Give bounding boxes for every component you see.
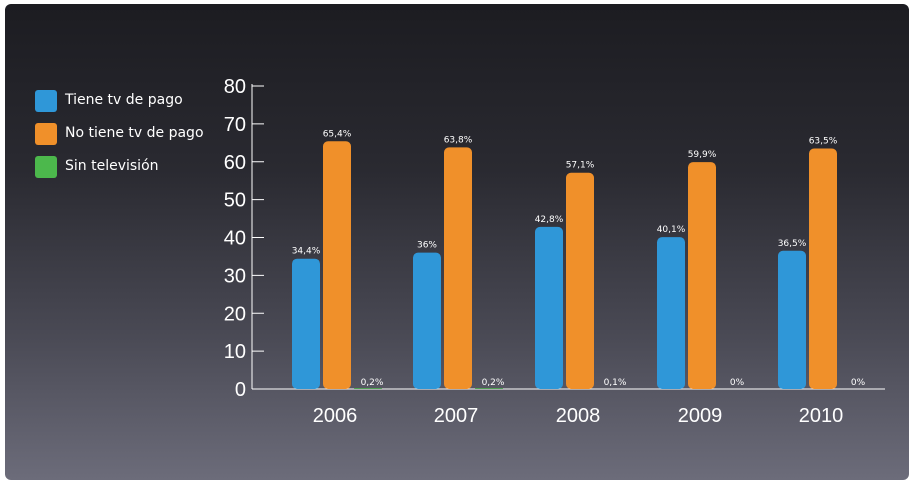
legend-swatch-no-tiene	[35, 123, 57, 145]
data-label: 0%	[730, 378, 745, 388]
y-tick-label: 40	[224, 228, 246, 250]
x-category-label: 2008	[556, 405, 601, 427]
y-tick-label: 80	[224, 76, 246, 98]
bar-no-tiene	[566, 172, 594, 389]
data-label: 65,4%	[323, 129, 352, 139]
x-category-label: 2009	[678, 405, 723, 427]
data-label: 40,1%	[657, 225, 686, 235]
data-label: 0,2%	[361, 378, 384, 388]
y-tick-label: 50	[224, 190, 246, 212]
y-tick-label: 30	[224, 265, 246, 287]
legend-label-tiene: Tiene tv de pago	[65, 92, 183, 108]
legend-swatch-sin-tv	[35, 156, 57, 178]
bar-tiene	[292, 258, 320, 389]
bar-no-tiene	[688, 162, 716, 389]
bar-sin-tv	[475, 388, 503, 389]
data-label: 0,2%	[482, 378, 505, 388]
bar-no-tiene	[323, 141, 351, 389]
data-label: 0,1%	[604, 378, 627, 388]
legend-swatch-tiene	[35, 90, 57, 112]
data-label: 63,5%	[809, 136, 838, 146]
bar-no-tiene	[444, 147, 472, 389]
data-label: 0%	[851, 378, 866, 388]
bar-tiene	[413, 252, 441, 389]
legend-label-no-tiene: No tiene tv de pago	[65, 125, 204, 141]
bar-tiene	[535, 226, 563, 389]
data-label: 36%	[417, 241, 437, 251]
data-label: 34,4%	[292, 247, 321, 257]
top-strip	[0, 0, 917, 4]
bar-sin-tv	[354, 388, 382, 389]
bar-tiene	[778, 250, 806, 389]
x-category-label: 2006	[313, 405, 358, 427]
data-label: 57,1%	[566, 161, 595, 171]
bar-tiene	[657, 237, 685, 389]
data-label: 63,8%	[444, 135, 473, 145]
y-tick-label: 0	[235, 379, 246, 401]
data-label: 42,8%	[535, 215, 564, 225]
bar-no-tiene	[809, 148, 837, 389]
y-tick-label: 20	[224, 303, 246, 325]
data-label: 36,5%	[778, 239, 807, 249]
legend-label-sin-tv: Sin televisión	[65, 158, 159, 174]
y-tick-label: 70	[224, 114, 246, 136]
y-tick-label: 10	[224, 341, 246, 363]
x-category-label: 2010	[799, 405, 844, 427]
x-category-label: 2007	[434, 405, 479, 427]
data-label: 59,9%	[688, 150, 717, 160]
y-tick-label: 60	[224, 152, 246, 174]
